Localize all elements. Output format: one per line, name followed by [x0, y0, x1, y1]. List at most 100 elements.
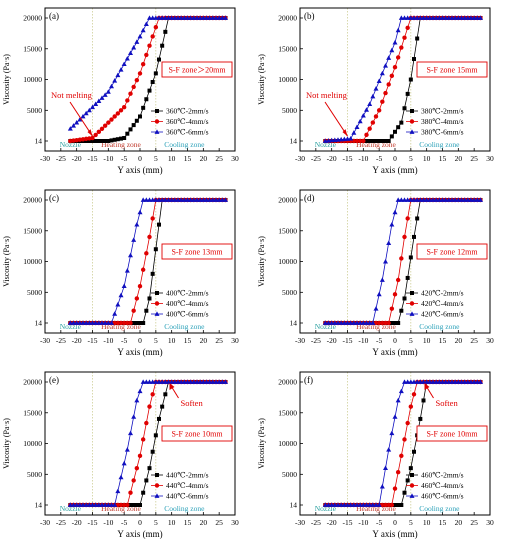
x-tick-label: 0	[393, 154, 397, 163]
data-point	[421, 379, 426, 384]
data-point	[465, 379, 471, 384]
x-tick-label: 25	[470, 518, 478, 527]
legend-marker	[155, 291, 159, 295]
data-point	[379, 483, 385, 489]
data-point	[131, 478, 136, 483]
data-point	[367, 101, 373, 107]
panel-label: (a)	[49, 11, 59, 21]
data-point	[144, 52, 149, 58]
data-point	[376, 320, 382, 326]
data-point	[204, 379, 209, 384]
sf-zone-box	[416, 243, 488, 260]
data-point	[150, 34, 155, 39]
x-tick-label: -15	[343, 154, 353, 163]
y-tick-label: 15000	[23, 44, 42, 53]
data-point	[157, 57, 161, 62]
data-point	[83, 320, 89, 325]
data-point	[93, 101, 99, 107]
data-point	[351, 320, 357, 325]
legend-label: 460℃-4mm/s	[421, 481, 464, 490]
data-point	[357, 118, 363, 124]
data-point	[383, 258, 388, 264]
data-point	[112, 320, 117, 326]
x-tick-label: 25	[470, 336, 478, 345]
data-point	[143, 197, 149, 202]
x-tick-label: 0	[138, 154, 142, 163]
x-tick-label: -5	[121, 336, 127, 345]
y-tick-label: 10000	[278, 439, 297, 448]
data-point	[414, 197, 420, 202]
data-point	[105, 320, 111, 325]
data-point	[415, 216, 420, 221]
data-point	[115, 488, 121, 494]
x-tick-label: -15	[88, 336, 98, 345]
x-axis-label: Y axis (mm)	[372, 529, 417, 539]
data-point	[172, 197, 178, 202]
data-point	[430, 197, 436, 202]
y-tick-label: 10000	[23, 439, 42, 448]
data-point	[86, 320, 92, 325]
data-point	[102, 123, 108, 128]
x-tick-label: -10	[358, 154, 368, 163]
data-point	[109, 138, 114, 143]
data-point	[134, 465, 140, 471]
legend-label: 380℃-6mm/s	[421, 128, 464, 137]
y-tick-label: 5000	[282, 288, 297, 297]
data-point	[383, 320, 388, 326]
data-point	[162, 379, 168, 384]
data-point	[144, 97, 149, 102]
chart-panel-2: -30 -25 -20 -15 -10 -5 0 5 10 15 20 25 30 14 5000 10000…	[2, 189, 239, 357]
legend-label: 360℃-4mm/s	[166, 117, 209, 126]
data-point	[402, 437, 407, 442]
data-point	[194, 15, 200, 20]
data-point	[408, 15, 414, 20]
zone-label: Nozzle	[60, 140, 82, 149]
x-tick-label: 10	[168, 154, 176, 163]
data-point	[411, 392, 417, 397]
data-point	[376, 108, 382, 113]
data-point	[99, 95, 105, 100]
x-tick-label: 5	[409, 336, 413, 345]
data-point	[118, 502, 124, 508]
legend-marker	[155, 473, 159, 477]
x-tick-label: -5	[121, 518, 127, 527]
data-point	[341, 502, 347, 507]
data-point	[131, 237, 137, 242]
data-point	[74, 120, 80, 125]
data-point	[393, 503, 397, 507]
zone-label: Heating zone	[356, 140, 396, 149]
legend-marker	[154, 129, 160, 134]
data-point	[348, 136, 354, 141]
data-point	[446, 379, 452, 384]
x-tick-label: -30	[295, 336, 305, 345]
data-point	[143, 379, 149, 384]
data-point	[93, 132, 98, 138]
data-point	[128, 91, 133, 96]
data-point	[392, 486, 398, 491]
panel-label: (f)	[304, 375, 313, 385]
y-axis-label: Viscosity (Pa·s)	[2, 236, 11, 287]
data-point	[147, 379, 152, 384]
data-point	[386, 240, 392, 245]
data-point	[137, 71, 143, 76]
data-point	[144, 308, 149, 313]
data-point	[159, 197, 165, 202]
legend-label: 440℃-2mm/s	[166, 471, 209, 480]
y-tick-label: 14	[290, 501, 298, 510]
zone-label: Cooling zone	[419, 322, 460, 331]
data-point	[185, 15, 190, 20]
data-point	[395, 277, 401, 283]
data-point	[452, 197, 458, 202]
data-point	[354, 124, 360, 130]
data-point	[131, 503, 136, 507]
data-point	[141, 490, 146, 495]
data-point	[175, 197, 181, 202]
y-tick-label: 14	[35, 501, 43, 510]
data-point	[335, 502, 341, 507]
data-point	[112, 502, 118, 507]
data-point	[125, 131, 130, 136]
data-point	[361, 138, 366, 144]
data-point	[93, 502, 99, 507]
data-point	[103, 139, 108, 143]
data-point	[138, 321, 142, 325]
